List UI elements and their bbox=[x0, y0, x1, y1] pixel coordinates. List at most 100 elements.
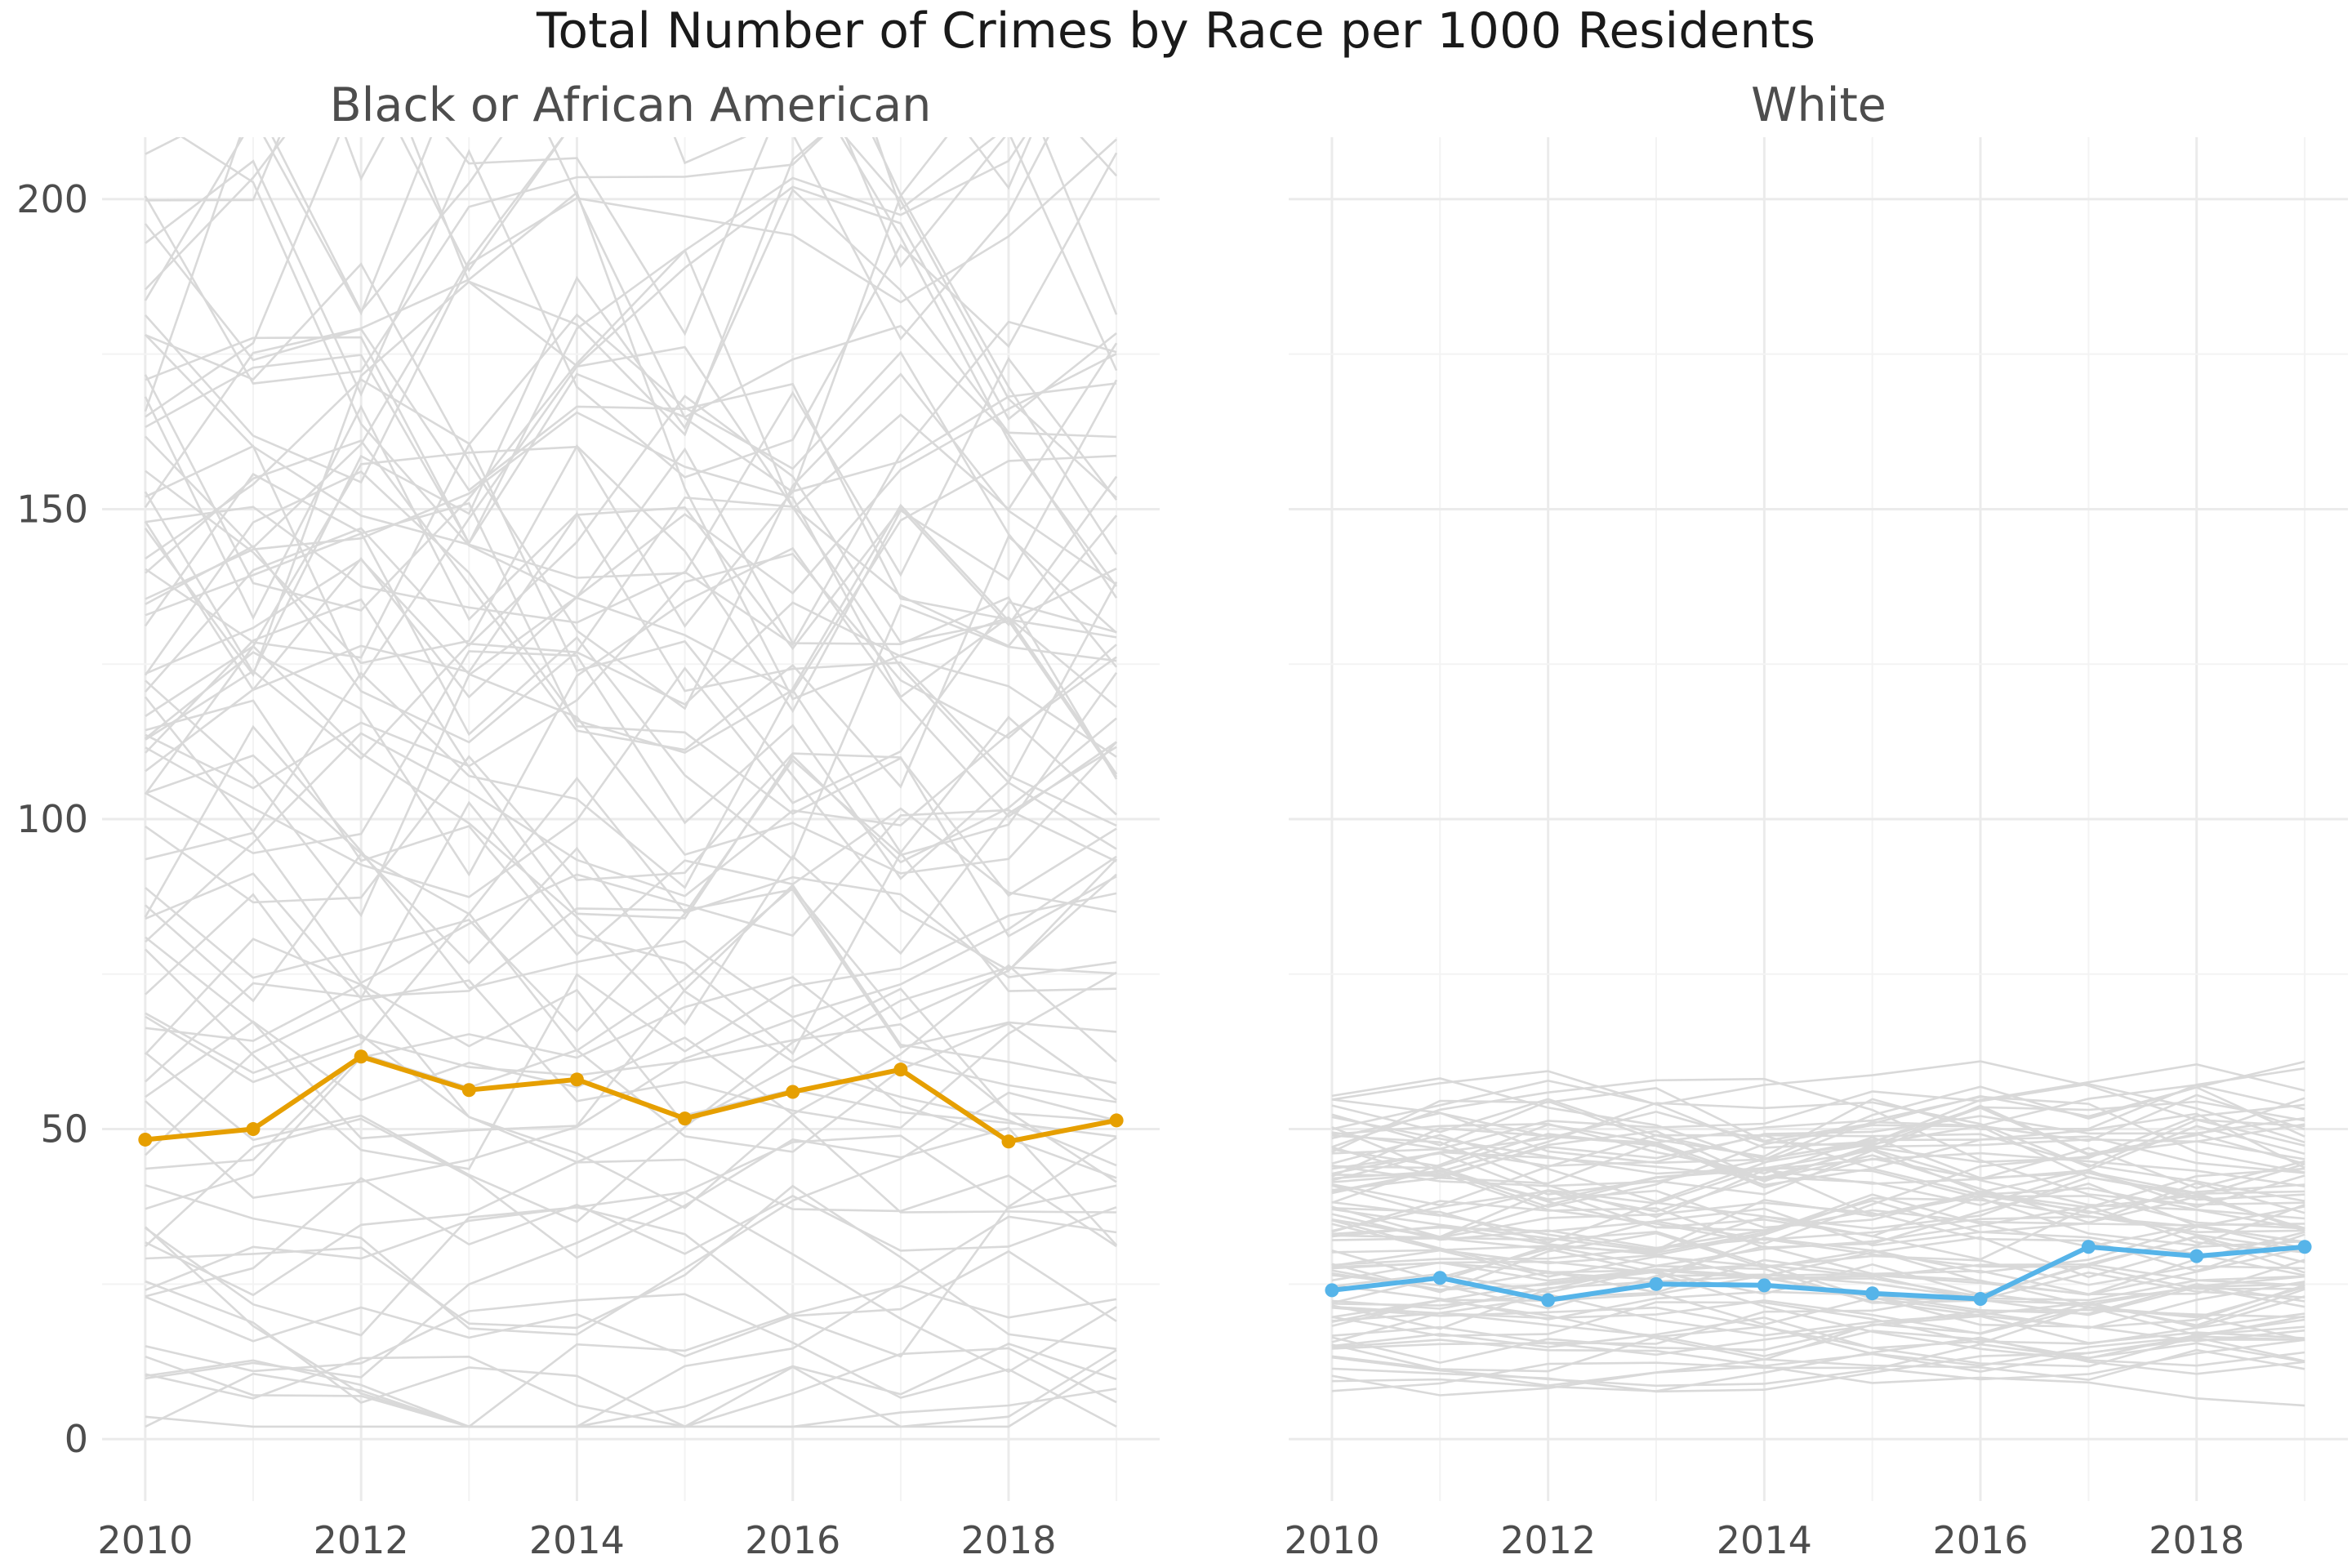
background-series-line bbox=[1331, 1365, 2305, 1407]
y-tick-label: 50 bbox=[40, 1107, 88, 1152]
background-series-line bbox=[145, 411, 1117, 708]
background-series-line bbox=[1331, 1193, 2305, 1254]
background-series-line bbox=[144, 137, 1118, 385]
background-series-line bbox=[1331, 1245, 2305, 1304]
highlight-series-black bbox=[138, 1049, 1124, 1149]
background-series-line bbox=[145, 1136, 1117, 1358]
background-series-line bbox=[1331, 1184, 2305, 1252]
background-series-line bbox=[145, 888, 1117, 1083]
background-series-line bbox=[145, 1250, 1117, 1358]
background-series-line bbox=[1331, 1112, 2305, 1177]
x-axis-ticks-white: 2010 2012 2014 2016 2018 bbox=[1284, 1518, 2244, 1562]
background-series-line bbox=[145, 581, 1118, 880]
background-series-line bbox=[144, 892, 1117, 1170]
background-series-line bbox=[144, 333, 1118, 579]
x-tick-label: 2016 bbox=[745, 1518, 840, 1562]
highlight-point bbox=[2189, 1249, 2204, 1263]
x-tick-label: 2012 bbox=[1500, 1518, 1596, 1562]
background-series-line bbox=[145, 248, 1118, 546]
facet-white: White 2010 2012 2014 2016 2018 bbox=[1284, 78, 2348, 1562]
background-series-line bbox=[1331, 1336, 2305, 1392]
background-series-line bbox=[1331, 1163, 2305, 1253]
background-series-line bbox=[145, 1022, 1117, 1170]
background-series-line bbox=[1331, 1101, 2305, 1173]
highlight-point bbox=[2297, 1240, 2312, 1254]
background-series-line bbox=[144, 394, 1117, 693]
x-tick-label: 2014 bbox=[529, 1518, 625, 1562]
background-series-line bbox=[144, 938, 1117, 1214]
background-series-line bbox=[145, 971, 1117, 1156]
background-series-line bbox=[1331, 1166, 2305, 1231]
background-series-line bbox=[145, 262, 1117, 710]
background-series-line bbox=[1331, 1272, 2305, 1327]
background-series-line bbox=[145, 1343, 1117, 1428]
background-series-line bbox=[145, 754, 1117, 1063]
background-series-line bbox=[144, 190, 1118, 775]
background-series-line bbox=[145, 777, 1117, 1003]
background-series-line bbox=[145, 1177, 1117, 1298]
background-series-line bbox=[145, 699, 1117, 956]
background-series-line bbox=[145, 893, 1117, 1183]
chart-title: Total Number of Crimes by Race per 1000 … bbox=[536, 2, 1815, 60]
background-series-line bbox=[144, 475, 1118, 692]
background-series-line bbox=[144, 470, 1117, 855]
highlight-point bbox=[893, 1062, 908, 1077]
background-series-line bbox=[1331, 1264, 2305, 1330]
background-series-line bbox=[1331, 1263, 2305, 1319]
y-tick-label: 200 bbox=[16, 177, 88, 221]
y-axis-ticks: 0 50 100 150 200 bbox=[16, 177, 88, 1461]
background-series-line bbox=[1331, 1312, 2305, 1363]
background-series-line bbox=[1331, 1343, 2305, 1387]
facet-label-black-or-african-american: Black or African American bbox=[330, 78, 932, 132]
background-series-line bbox=[145, 345, 1117, 850]
background-series-line bbox=[1331, 1077, 2305, 1164]
background-series-line bbox=[145, 1134, 1117, 1291]
highlight-point bbox=[246, 1122, 261, 1137]
grid-panel-white bbox=[1289, 137, 2348, 1501]
background-series-line bbox=[1331, 1339, 2305, 1392]
background-series-line bbox=[145, 600, 1117, 898]
background-series-line bbox=[180, 137, 1117, 694]
x-tick-label: 2012 bbox=[314, 1518, 409, 1562]
background-series-line bbox=[1331, 1315, 2305, 1364]
background-series-line bbox=[1331, 1103, 2305, 1192]
highlight-point bbox=[786, 1085, 800, 1099]
highlight-point bbox=[1865, 1286, 1880, 1301]
background-series-line bbox=[1331, 1236, 2305, 1310]
background-series-line bbox=[1331, 1207, 2305, 1276]
x-tick-label: 2016 bbox=[1932, 1518, 2028, 1562]
background-series-line bbox=[1331, 1067, 2305, 1158]
background-series-line bbox=[145, 1293, 1117, 1428]
background-series-line bbox=[145, 808, 1117, 985]
background-series-line bbox=[144, 223, 1117, 639]
background-series-line bbox=[1331, 1215, 2305, 1243]
background-series-line bbox=[145, 601, 1117, 760]
background-series-line bbox=[145, 1285, 1117, 1428]
background-series-line bbox=[1331, 1060, 2305, 1165]
x-tick-label: 2014 bbox=[1717, 1518, 1812, 1562]
background-series-line bbox=[1331, 1273, 2305, 1310]
background-series-line bbox=[145, 558, 1118, 875]
background-series-line bbox=[145, 1158, 1117, 1297]
background-series-line bbox=[1331, 1237, 2305, 1290]
background-series-line bbox=[145, 983, 1117, 1167]
background-series-line bbox=[144, 396, 1117, 827]
highlight-point bbox=[1541, 1293, 1556, 1307]
facet-label-white: White bbox=[1751, 78, 1886, 132]
background-series-line bbox=[145, 1280, 1117, 1428]
background-series-line bbox=[145, 1184, 1117, 1351]
background-series-line bbox=[145, 987, 1117, 1223]
background-series-line bbox=[1331, 1183, 2305, 1250]
background-series-line bbox=[1331, 1084, 2305, 1203]
background-series-line bbox=[1331, 1219, 2305, 1296]
background-series-line bbox=[145, 552, 1117, 790]
background-series-line bbox=[1331, 1339, 2305, 1373]
background-series-line bbox=[144, 138, 1117, 484]
background-series-black bbox=[144, 137, 1118, 1428]
x-tick-label: 2010 bbox=[1284, 1518, 1379, 1562]
highlight-point bbox=[1432, 1271, 1447, 1285]
background-series-line bbox=[145, 976, 1117, 1210]
background-series-line bbox=[144, 137, 822, 678]
background-series-line bbox=[1331, 1285, 2305, 1335]
highlight-point bbox=[1325, 1283, 1339, 1298]
